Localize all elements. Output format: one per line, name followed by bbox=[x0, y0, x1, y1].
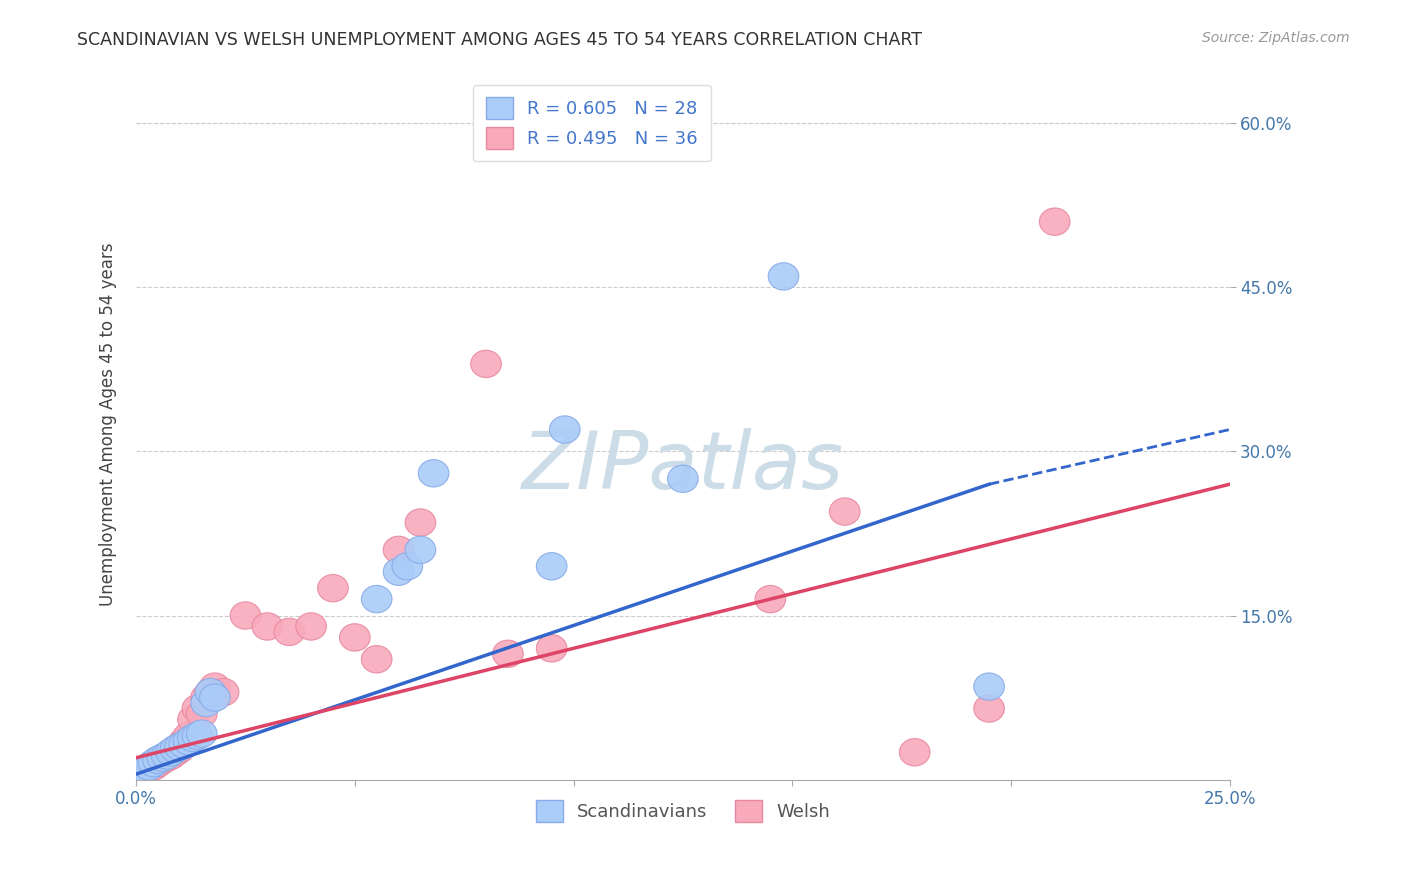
Ellipse shape bbox=[187, 720, 217, 747]
Ellipse shape bbox=[165, 733, 195, 761]
Ellipse shape bbox=[318, 574, 349, 602]
Ellipse shape bbox=[405, 536, 436, 564]
Ellipse shape bbox=[768, 263, 799, 290]
Text: ZIPatlas: ZIPatlas bbox=[522, 428, 844, 506]
Ellipse shape bbox=[173, 728, 204, 755]
Ellipse shape bbox=[142, 747, 173, 773]
Ellipse shape bbox=[361, 646, 392, 673]
Ellipse shape bbox=[208, 679, 239, 706]
Ellipse shape bbox=[142, 749, 173, 777]
Ellipse shape bbox=[392, 553, 423, 580]
Ellipse shape bbox=[339, 624, 370, 651]
Ellipse shape bbox=[177, 706, 208, 733]
Text: Source: ZipAtlas.com: Source: ZipAtlas.com bbox=[1202, 31, 1350, 45]
Ellipse shape bbox=[181, 723, 212, 749]
Ellipse shape bbox=[550, 416, 581, 443]
Legend: Scandinavians, Welsh: Scandinavians, Welsh bbox=[523, 788, 842, 835]
Ellipse shape bbox=[156, 739, 187, 766]
Ellipse shape bbox=[125, 761, 156, 788]
Ellipse shape bbox=[361, 585, 392, 613]
Ellipse shape bbox=[191, 684, 221, 711]
Ellipse shape bbox=[152, 744, 181, 772]
Ellipse shape bbox=[134, 755, 165, 782]
Ellipse shape bbox=[160, 735, 191, 763]
Ellipse shape bbox=[384, 558, 413, 585]
Ellipse shape bbox=[129, 757, 160, 785]
Ellipse shape bbox=[129, 755, 160, 782]
Y-axis label: Unemployment Among Ages 45 to 54 years: Unemployment Among Ages 45 to 54 years bbox=[100, 243, 117, 606]
Ellipse shape bbox=[405, 508, 436, 536]
Ellipse shape bbox=[169, 728, 200, 755]
Ellipse shape bbox=[536, 635, 567, 662]
Ellipse shape bbox=[536, 553, 567, 580]
Text: SCANDINAVIAN VS WELSH UNEMPLOYMENT AMONG AGES 45 TO 54 YEARS CORRELATION CHART: SCANDINAVIAN VS WELSH UNEMPLOYMENT AMONG… bbox=[77, 31, 922, 49]
Ellipse shape bbox=[492, 640, 523, 667]
Ellipse shape bbox=[974, 673, 1004, 700]
Ellipse shape bbox=[830, 498, 860, 525]
Ellipse shape bbox=[165, 735, 195, 763]
Ellipse shape bbox=[195, 679, 226, 706]
Ellipse shape bbox=[177, 724, 208, 752]
Ellipse shape bbox=[138, 753, 169, 780]
Ellipse shape bbox=[900, 739, 929, 766]
Ellipse shape bbox=[200, 684, 231, 711]
Ellipse shape bbox=[169, 731, 200, 758]
Ellipse shape bbox=[125, 757, 156, 785]
Ellipse shape bbox=[471, 351, 502, 377]
Ellipse shape bbox=[187, 700, 217, 728]
Ellipse shape bbox=[191, 690, 221, 716]
Ellipse shape bbox=[148, 747, 177, 773]
Ellipse shape bbox=[134, 753, 165, 780]
Ellipse shape bbox=[160, 739, 191, 766]
Ellipse shape bbox=[1039, 208, 1070, 235]
Ellipse shape bbox=[200, 673, 231, 700]
Ellipse shape bbox=[231, 602, 260, 629]
Ellipse shape bbox=[668, 465, 699, 492]
Ellipse shape bbox=[152, 742, 181, 769]
Ellipse shape bbox=[974, 695, 1004, 723]
Ellipse shape bbox=[148, 744, 177, 772]
Ellipse shape bbox=[295, 613, 326, 640]
Ellipse shape bbox=[418, 459, 449, 487]
Ellipse shape bbox=[252, 613, 283, 640]
Ellipse shape bbox=[274, 618, 305, 646]
Ellipse shape bbox=[384, 536, 413, 564]
Ellipse shape bbox=[195, 679, 226, 706]
Ellipse shape bbox=[138, 749, 169, 777]
Ellipse shape bbox=[181, 695, 212, 723]
Ellipse shape bbox=[156, 742, 187, 769]
Ellipse shape bbox=[173, 723, 204, 749]
Ellipse shape bbox=[755, 585, 786, 613]
